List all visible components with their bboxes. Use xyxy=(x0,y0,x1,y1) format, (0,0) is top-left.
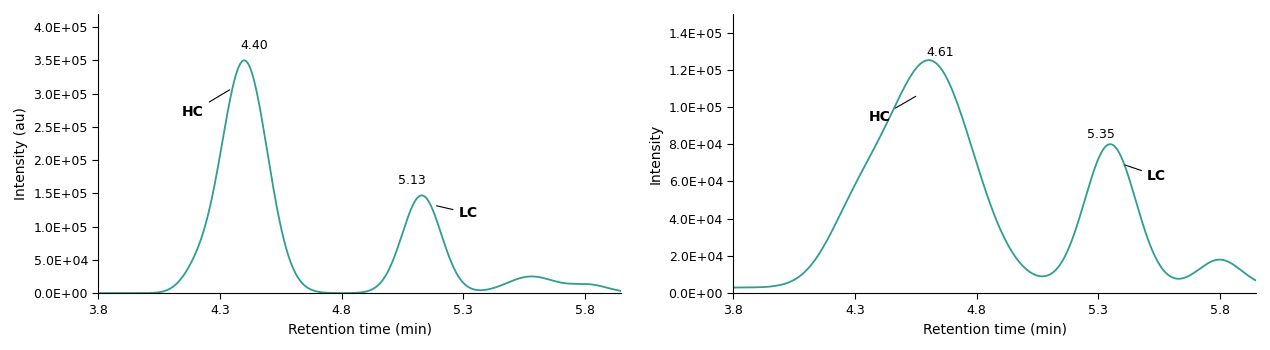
Text: LC: LC xyxy=(437,206,478,220)
Text: HC: HC xyxy=(869,96,916,125)
Text: 5.13: 5.13 xyxy=(398,174,425,187)
X-axis label: Retention time (min): Retention time (min) xyxy=(923,322,1067,336)
Text: 4.61: 4.61 xyxy=(926,47,954,60)
Text: 4.40: 4.40 xyxy=(240,39,268,52)
Text: HC: HC xyxy=(183,90,230,119)
Y-axis label: Intensity (au): Intensity (au) xyxy=(14,107,28,200)
Text: LC: LC xyxy=(1125,165,1166,183)
Y-axis label: Intensity: Intensity xyxy=(649,124,663,184)
X-axis label: Retention time (min): Retention time (min) xyxy=(288,322,432,336)
Text: 5.35: 5.35 xyxy=(1087,128,1115,141)
